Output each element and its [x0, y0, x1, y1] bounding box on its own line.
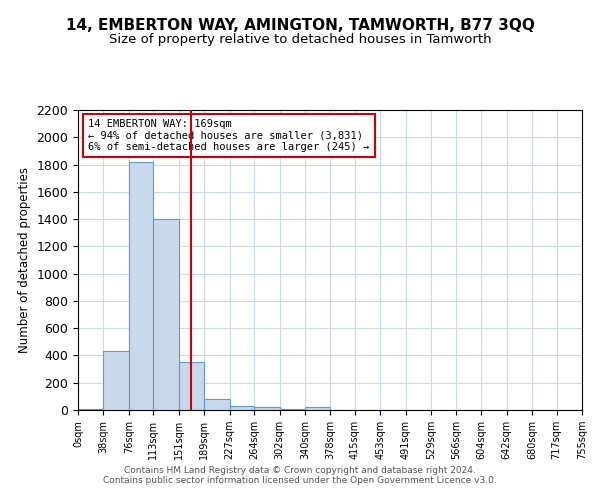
Bar: [129, 162, 154, 410]
Text: 14, EMBERTON WAY, AMINGTON, TAMWORTH, B77 3QQ: 14, EMBERTON WAY, AMINGTON, TAMWORTH, B7…: [65, 18, 535, 32]
Bar: [103, 352, 129, 410]
Bar: [78, 408, 103, 410]
Text: 14 EMBERTON WAY: 169sqm
← 94% of detached houses are smaller (3,831)
6% of semi-: 14 EMBERTON WAY: 169sqm ← 94% of detache…: [88, 119, 370, 152]
Bar: [179, 362, 204, 410]
Bar: [305, 408, 331, 410]
Text: Size of property relative to detached houses in Tamworth: Size of property relative to detached ho…: [109, 32, 491, 46]
Bar: [154, 219, 179, 410]
Y-axis label: Number of detached properties: Number of detached properties: [18, 167, 31, 353]
Text: Contains HM Land Registry data © Crown copyright and database right 2024.
Contai: Contains HM Land Registry data © Crown c…: [103, 466, 497, 485]
Bar: [204, 399, 230, 410]
Bar: [230, 406, 254, 410]
Bar: [254, 408, 280, 410]
